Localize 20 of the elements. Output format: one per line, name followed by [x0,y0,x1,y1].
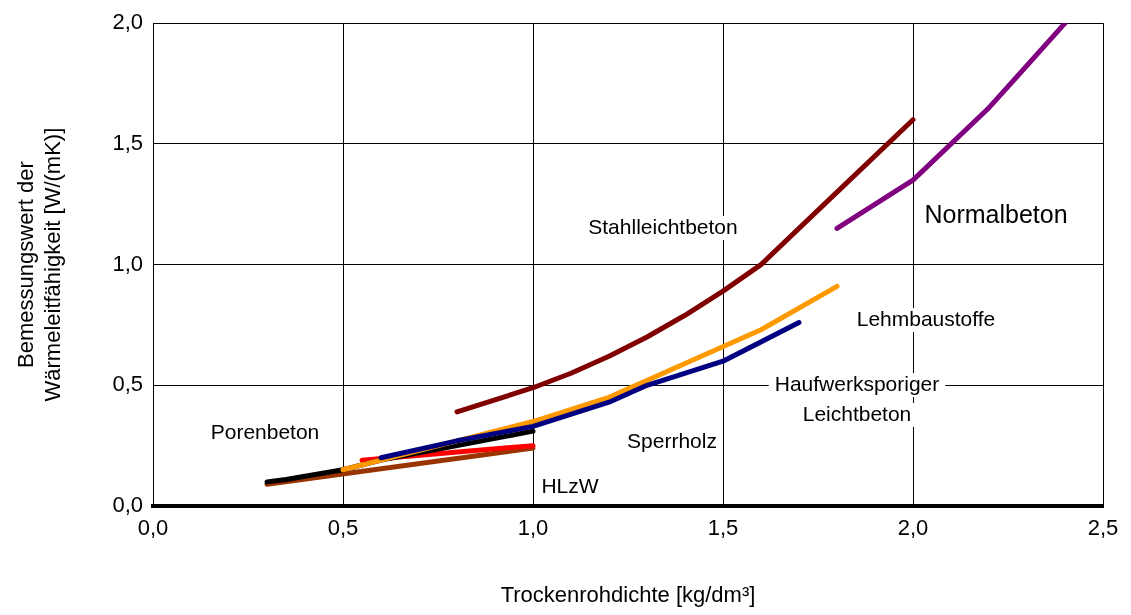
series-label: Haufwerksporiger Leichtbeton [774,371,940,425]
x-tick-label: 2,5 [1087,515,1119,541]
y-tick-label: 1,5 [112,129,143,155]
series-label: Lehmbaustoffe [856,306,996,330]
series-label: HLzW [541,473,599,497]
y-axis-title: Bemessungswert der Wärmeleitfähigkeit [W/(mK)] [13,127,65,402]
x-tick-label: 0,5 [327,515,359,541]
y-tick-label: 1,0 [112,250,143,276]
x-tick-label: 1,0 [517,515,549,541]
y-tick-label: 0,0 [112,492,143,518]
x-tick-label: 1,5 [707,515,739,541]
x-axis-title: Trockenrohdichte [kg/dm³] [500,581,756,607]
y-tick-label: 2,0 [112,9,143,35]
series-label: Porenbeton [210,419,320,443]
series-label: Stahlleichtbeton [588,214,738,238]
x-tick-label: 2,0 [897,515,929,541]
y-tick-label: 0,5 [112,371,143,397]
series-label: Normalbeton [924,199,1068,228]
annotation: Sperrholz [627,428,717,452]
x-tick-label: 0,0 [137,515,169,541]
